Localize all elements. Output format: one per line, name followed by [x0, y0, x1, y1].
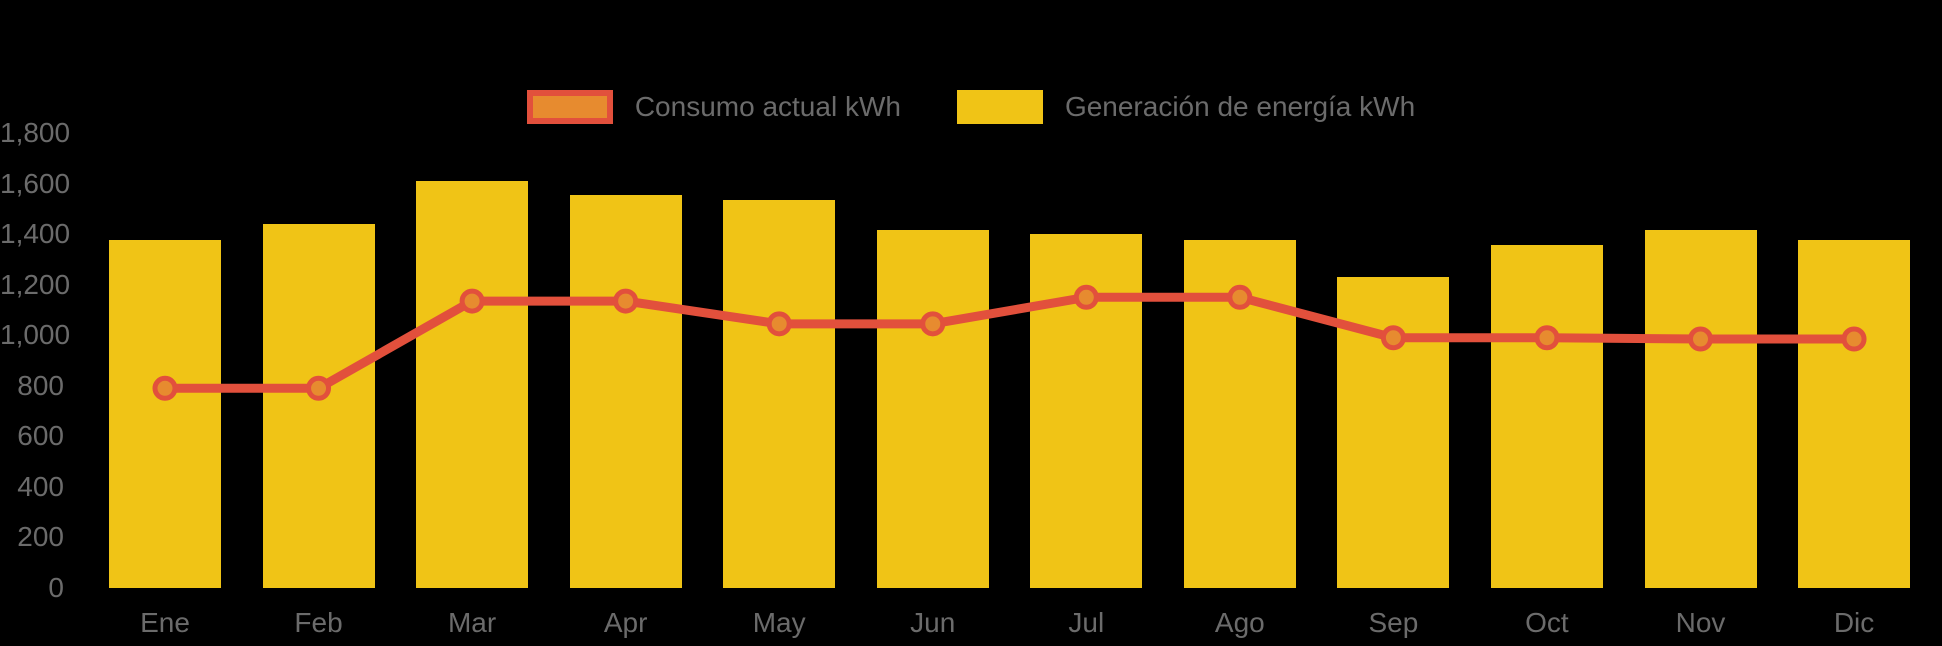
- line-point-ago[interactable]: [1227, 284, 1253, 310]
- x-axis-label-jun: Jun: [910, 607, 956, 638]
- x-axis-label-ago: Ago: [1214, 607, 1265, 638]
- y-axis-label: 1,600: [0, 167, 71, 199]
- y-axis-label: 0: [48, 572, 64, 603]
- x-axis-label-feb: Feb: [294, 607, 343, 638]
- bar-may[interactable]: [723, 199, 836, 588]
- line-point-mar[interactable]: [459, 288, 485, 314]
- y-axis-label: 400: [17, 470, 64, 502]
- x-axis-label-mar: Mar: [447, 607, 497, 638]
- legend-item-generacion[interactable]: Generación de energía kWh: [956, 90, 1416, 124]
- bar-apr[interactable]: [569, 194, 682, 588]
- line-point-apr[interactable]: [613, 288, 639, 314]
- line-point-jul[interactable]: [1073, 284, 1099, 310]
- bar-nov[interactable]: [1644, 230, 1757, 588]
- bar-mar[interactable]: [416, 181, 529, 588]
- bar-oct[interactable]: [1490, 245, 1603, 588]
- x-axis-label-sep: Sep: [1368, 607, 1419, 638]
- legend-label-generacion: Generación de energía kWh: [1064, 91, 1416, 122]
- y-axis-label: 600: [17, 420, 64, 452]
- generacion-swatch-icon: [956, 90, 1043, 124]
- y-axis-label: 800: [17, 369, 64, 401]
- line-point-feb[interactable]: [306, 375, 332, 401]
- legend-label-consumo: Consumo actual kWh: [634, 91, 901, 122]
- bar-sep[interactable]: [1337, 277, 1450, 588]
- bar-ene[interactable]: [109, 240, 221, 588]
- y-axis-label: 200: [17, 521, 64, 553]
- bar-jun[interactable]: [876, 230, 989, 588]
- line-point-may[interactable]: [766, 311, 792, 337]
- y-axis-label: 1,000: [0, 319, 71, 351]
- line-point-dic[interactable]: [1841, 326, 1867, 352]
- y-axis-label: 1,400: [0, 218, 71, 250]
- x-axis-label-oct: Oct: [1525, 607, 1569, 638]
- y-axis-label: 1,800: [0, 117, 71, 148]
- x-axis-label-ene: Ene: [140, 607, 190, 638]
- line-point-oct[interactable]: [1534, 325, 1560, 351]
- line-point-nov[interactable]: [1688, 326, 1713, 352]
- bar-feb[interactable]: [262, 224, 375, 588]
- legend: Consumo actual kWh Generación de energía…: [0, 90, 1942, 124]
- line-point-jun[interactable]: [920, 311, 946, 337]
- y-axis-label: 1,200: [0, 268, 71, 300]
- consumo-swatch-icon: [526, 90, 613, 124]
- x-axis-label-apr: Apr: [603, 607, 648, 638]
- line-point-ene[interactable]: [152, 375, 178, 401]
- line-point-sep[interactable]: [1380, 325, 1406, 351]
- x-axis-label-dic: Dic: [1833, 607, 1875, 638]
- x-axis-label-may: May: [752, 607, 806, 638]
- bar-dic[interactable]: [1798, 240, 1911, 588]
- x-axis-label-jul: Jul: [1068, 607, 1105, 638]
- legend-item-consumo[interactable]: Consumo actual kWh: [526, 90, 901, 124]
- x-axis-label-nov: Nov: [1675, 607, 1726, 638]
